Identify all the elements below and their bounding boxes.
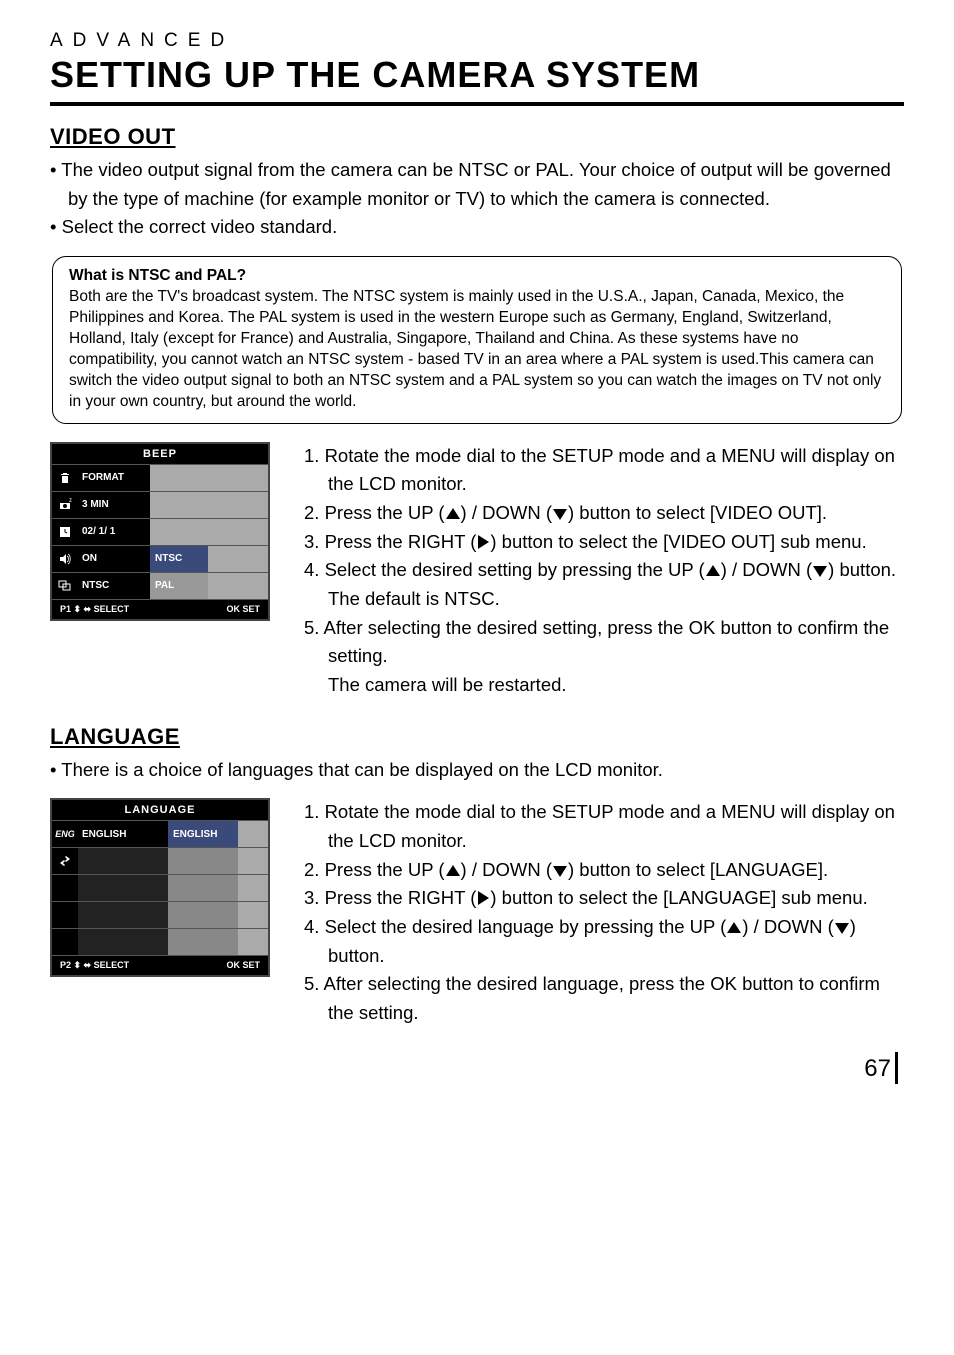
step-4: 4. Select the desired language by pressi…: [304, 913, 904, 970]
lcd-row-english: ENG ENGLISH ENGLISH: [52, 820, 268, 847]
lcd-footer: P2 ⬍ ⬌ SELECT OK SET: [52, 955, 268, 975]
svg-text:z: z: [69, 498, 72, 504]
category-label: ADVANCED: [50, 30, 904, 52]
lcd-row-date: 02/ 1/ 1: [52, 518, 268, 545]
lcd-label: ENGLISH: [78, 821, 168, 847]
transfer-icon: [52, 848, 78, 874]
down-triangle-icon: [812, 564, 828, 578]
trash-icon: [52, 465, 78, 491]
language-intro: • There is a choice of languages that ca…: [50, 756, 904, 785]
video-out-bullets: The video output signal from the camera …: [50, 156, 904, 242]
callout-title: What is NTSC and PAL?: [69, 267, 885, 285]
video-out-steps: 1. Rotate the mode dial to the SETUP mod…: [304, 442, 904, 700]
lcd-footer-left: P1 ⬍ ⬌ SELECT: [60, 604, 129, 615]
step-5-cont: The camera will be restarted.: [304, 671, 904, 700]
lcd-value-highlighted: ENGLISH: [168, 821, 238, 847]
lcd-label: NTSC: [78, 573, 150, 599]
step-2: 2. Press the UP () / DOWN () button to s…: [304, 499, 904, 528]
page-number: 67: [50, 1052, 904, 1084]
lcd-value-highlighted: NTSC: [150, 546, 208, 572]
up-triangle-icon: [705, 564, 721, 578]
lcd-row-empty: [52, 928, 268, 955]
ntsc-pal-callout: What is NTSC and PAL? Both are the TV's …: [52, 256, 902, 424]
step-1: 1. Rotate the mode dial to the SETUP mod…: [304, 442, 904, 499]
step-5: 5. After selecting the desired language,…: [304, 970, 904, 1027]
lcd-row-empty: [52, 847, 268, 874]
up-triangle-icon: [726, 921, 742, 935]
step-4: 4. Select the desired setting by pressin…: [304, 556, 904, 613]
section-language-title: LANGUAGE: [50, 724, 904, 750]
down-triangle-icon: [552, 864, 568, 878]
lcd-footer-left: P2 ⬍ ⬌ SELECT: [60, 960, 129, 971]
step-3: 3. Press the RIGHT () button to select t…: [304, 884, 904, 913]
eng-icon: ENG: [52, 821, 78, 847]
lcd-row-empty: [52, 874, 268, 901]
bullet-item: Select the correct video standard.: [50, 213, 904, 242]
lcd-label: FORMAT: [78, 465, 150, 491]
lcd-label: 02/ 1/ 1: [78, 519, 150, 545]
step-1: 1. Rotate the mode dial to the SETUP mod…: [304, 798, 904, 855]
lcd-screenshot-language: LANGUAGE ENG ENGLISH ENGLISH P2 ⬍ ⬌ SELE…: [50, 798, 270, 977]
page-title: SETTING UP THE CAMERA SYSTEM: [50, 54, 904, 106]
clock-icon: [52, 519, 78, 545]
lcd-row-empty: [52, 901, 268, 928]
camera-icon: z: [52, 492, 78, 518]
right-triangle-icon: [476, 890, 490, 906]
up-triangle-icon: [445, 864, 461, 878]
lcd-footer-right: OK SET: [226, 960, 260, 971]
lcd-value: PAL: [150, 573, 208, 599]
lcd-row-poweroff: z 3 MIN: [52, 491, 268, 518]
speaker-icon: [52, 546, 78, 572]
lcd-screenshot-beep: BEEP FORMAT z 3 MIN 02/ 1/ 1 ON NTSC NTS…: [50, 442, 270, 621]
up-triangle-icon: [445, 507, 461, 521]
lcd-row-beep: ON NTSC: [52, 545, 268, 572]
lcd-header: BEEP: [52, 444, 268, 464]
section-video-out-title: VIDEO OUT: [50, 124, 904, 150]
screens-icon: [52, 573, 78, 599]
down-triangle-icon: [834, 921, 850, 935]
lcd-footer-right: OK SET: [226, 604, 260, 615]
bullet-item: The video output signal from the camera …: [50, 156, 904, 213]
down-triangle-icon: [552, 507, 568, 521]
lcd-footer: P1 ⬍ ⬌ SELECT OK SET: [52, 599, 268, 619]
step-5: 5. After selecting the desired setting, …: [304, 614, 904, 671]
right-triangle-icon: [476, 534, 490, 550]
lcd-row-format: FORMAT: [52, 464, 268, 491]
lcd-label: 3 MIN: [78, 492, 150, 518]
step-2: 2. Press the UP () / DOWN () button to s…: [304, 856, 904, 885]
lcd-label: ON: [78, 546, 150, 572]
language-steps: 1. Rotate the mode dial to the SETUP mod…: [304, 798, 904, 1027]
lcd-row-ntsc: NTSC PAL: [52, 572, 268, 599]
callout-body: Both are the TV's broadcast system. The …: [69, 287, 885, 413]
step-3: 3. Press the RIGHT () button to select t…: [304, 528, 904, 557]
lcd-header: LANGUAGE: [52, 800, 268, 820]
